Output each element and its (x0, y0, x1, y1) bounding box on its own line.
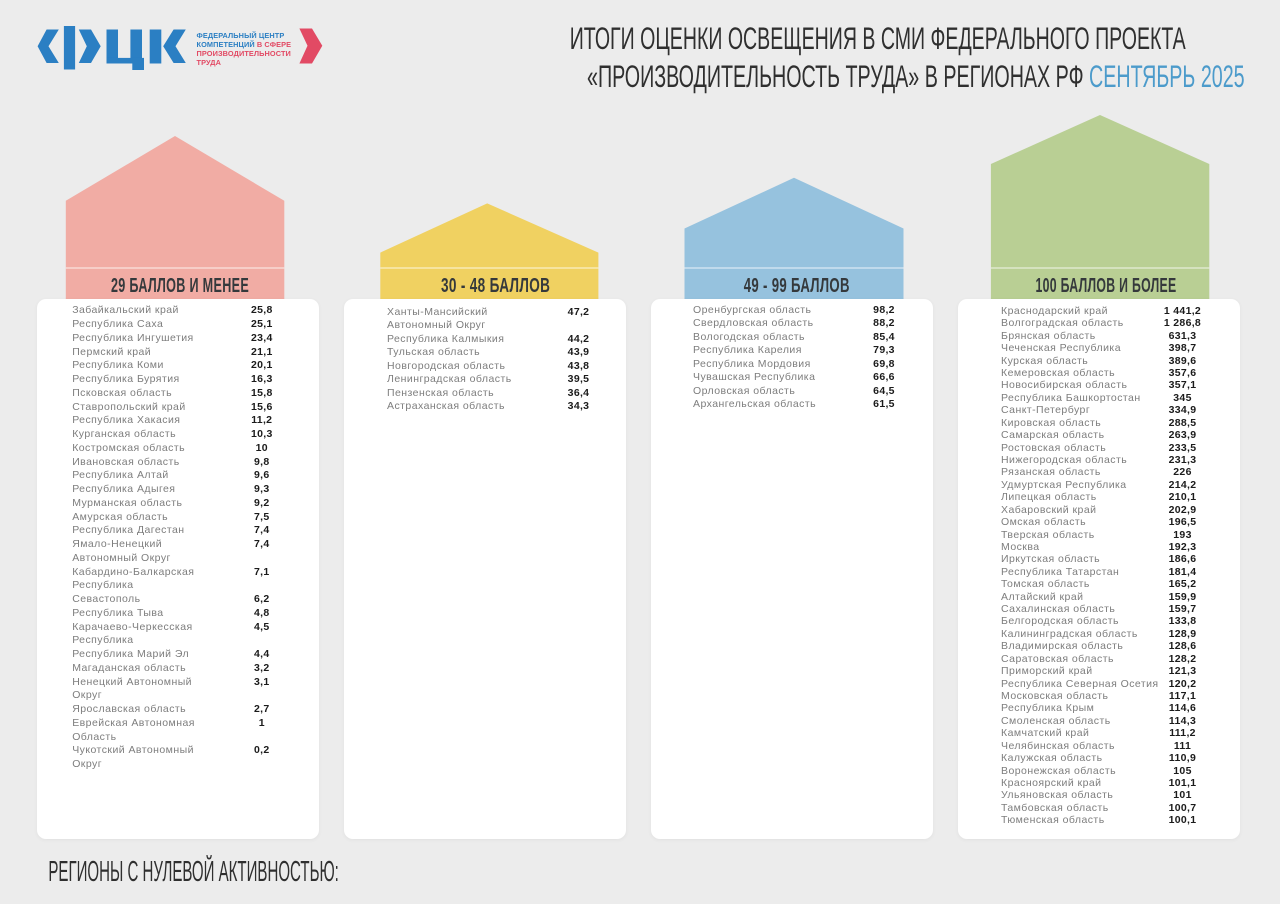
svg-text:49 - 99 БАЛЛОВ: 49 - 99 БАЛЛОВ (744, 274, 850, 296)
svg-text:30 - 48 БАЛЛОВ: 30 - 48 БАЛЛОВ (441, 274, 550, 296)
svg-text:29 БАЛЛОВ И МЕНЕЕ: 29 БАЛЛОВ И МЕНЕЕ (111, 274, 249, 297)
svg-text:ИТОГИ ОЦЕНКИ ОСВЕЩЕНИЯ В СМИ Ф: ИТОГИ ОЦЕНКИ ОСВЕЩЕНИЯ В СМИ ФЕДЕРАЛЬНОГ… (570, 20, 1187, 56)
svg-text:«ПРОИЗВОДИТЕЛЬНОСТЬ ТРУДА» В Р: «ПРОИЗВОДИТЕЛЬНОСТЬ ТРУДА» В РЕГИОНАХ РФ… (587, 58, 1245, 94)
svg-text:РЕГИОНЫ С НУЛЕВОЙ АКТИВНОСТЬЮ:: РЕГИОНЫ С НУЛЕВОЙ АКТИВНОСТЬЮ: (48, 855, 338, 888)
svg-text:100 БАЛЛОВ И БОЛЕЕ: 100 БАЛЛОВ И БОЛЕЕ (1035, 274, 1176, 297)
